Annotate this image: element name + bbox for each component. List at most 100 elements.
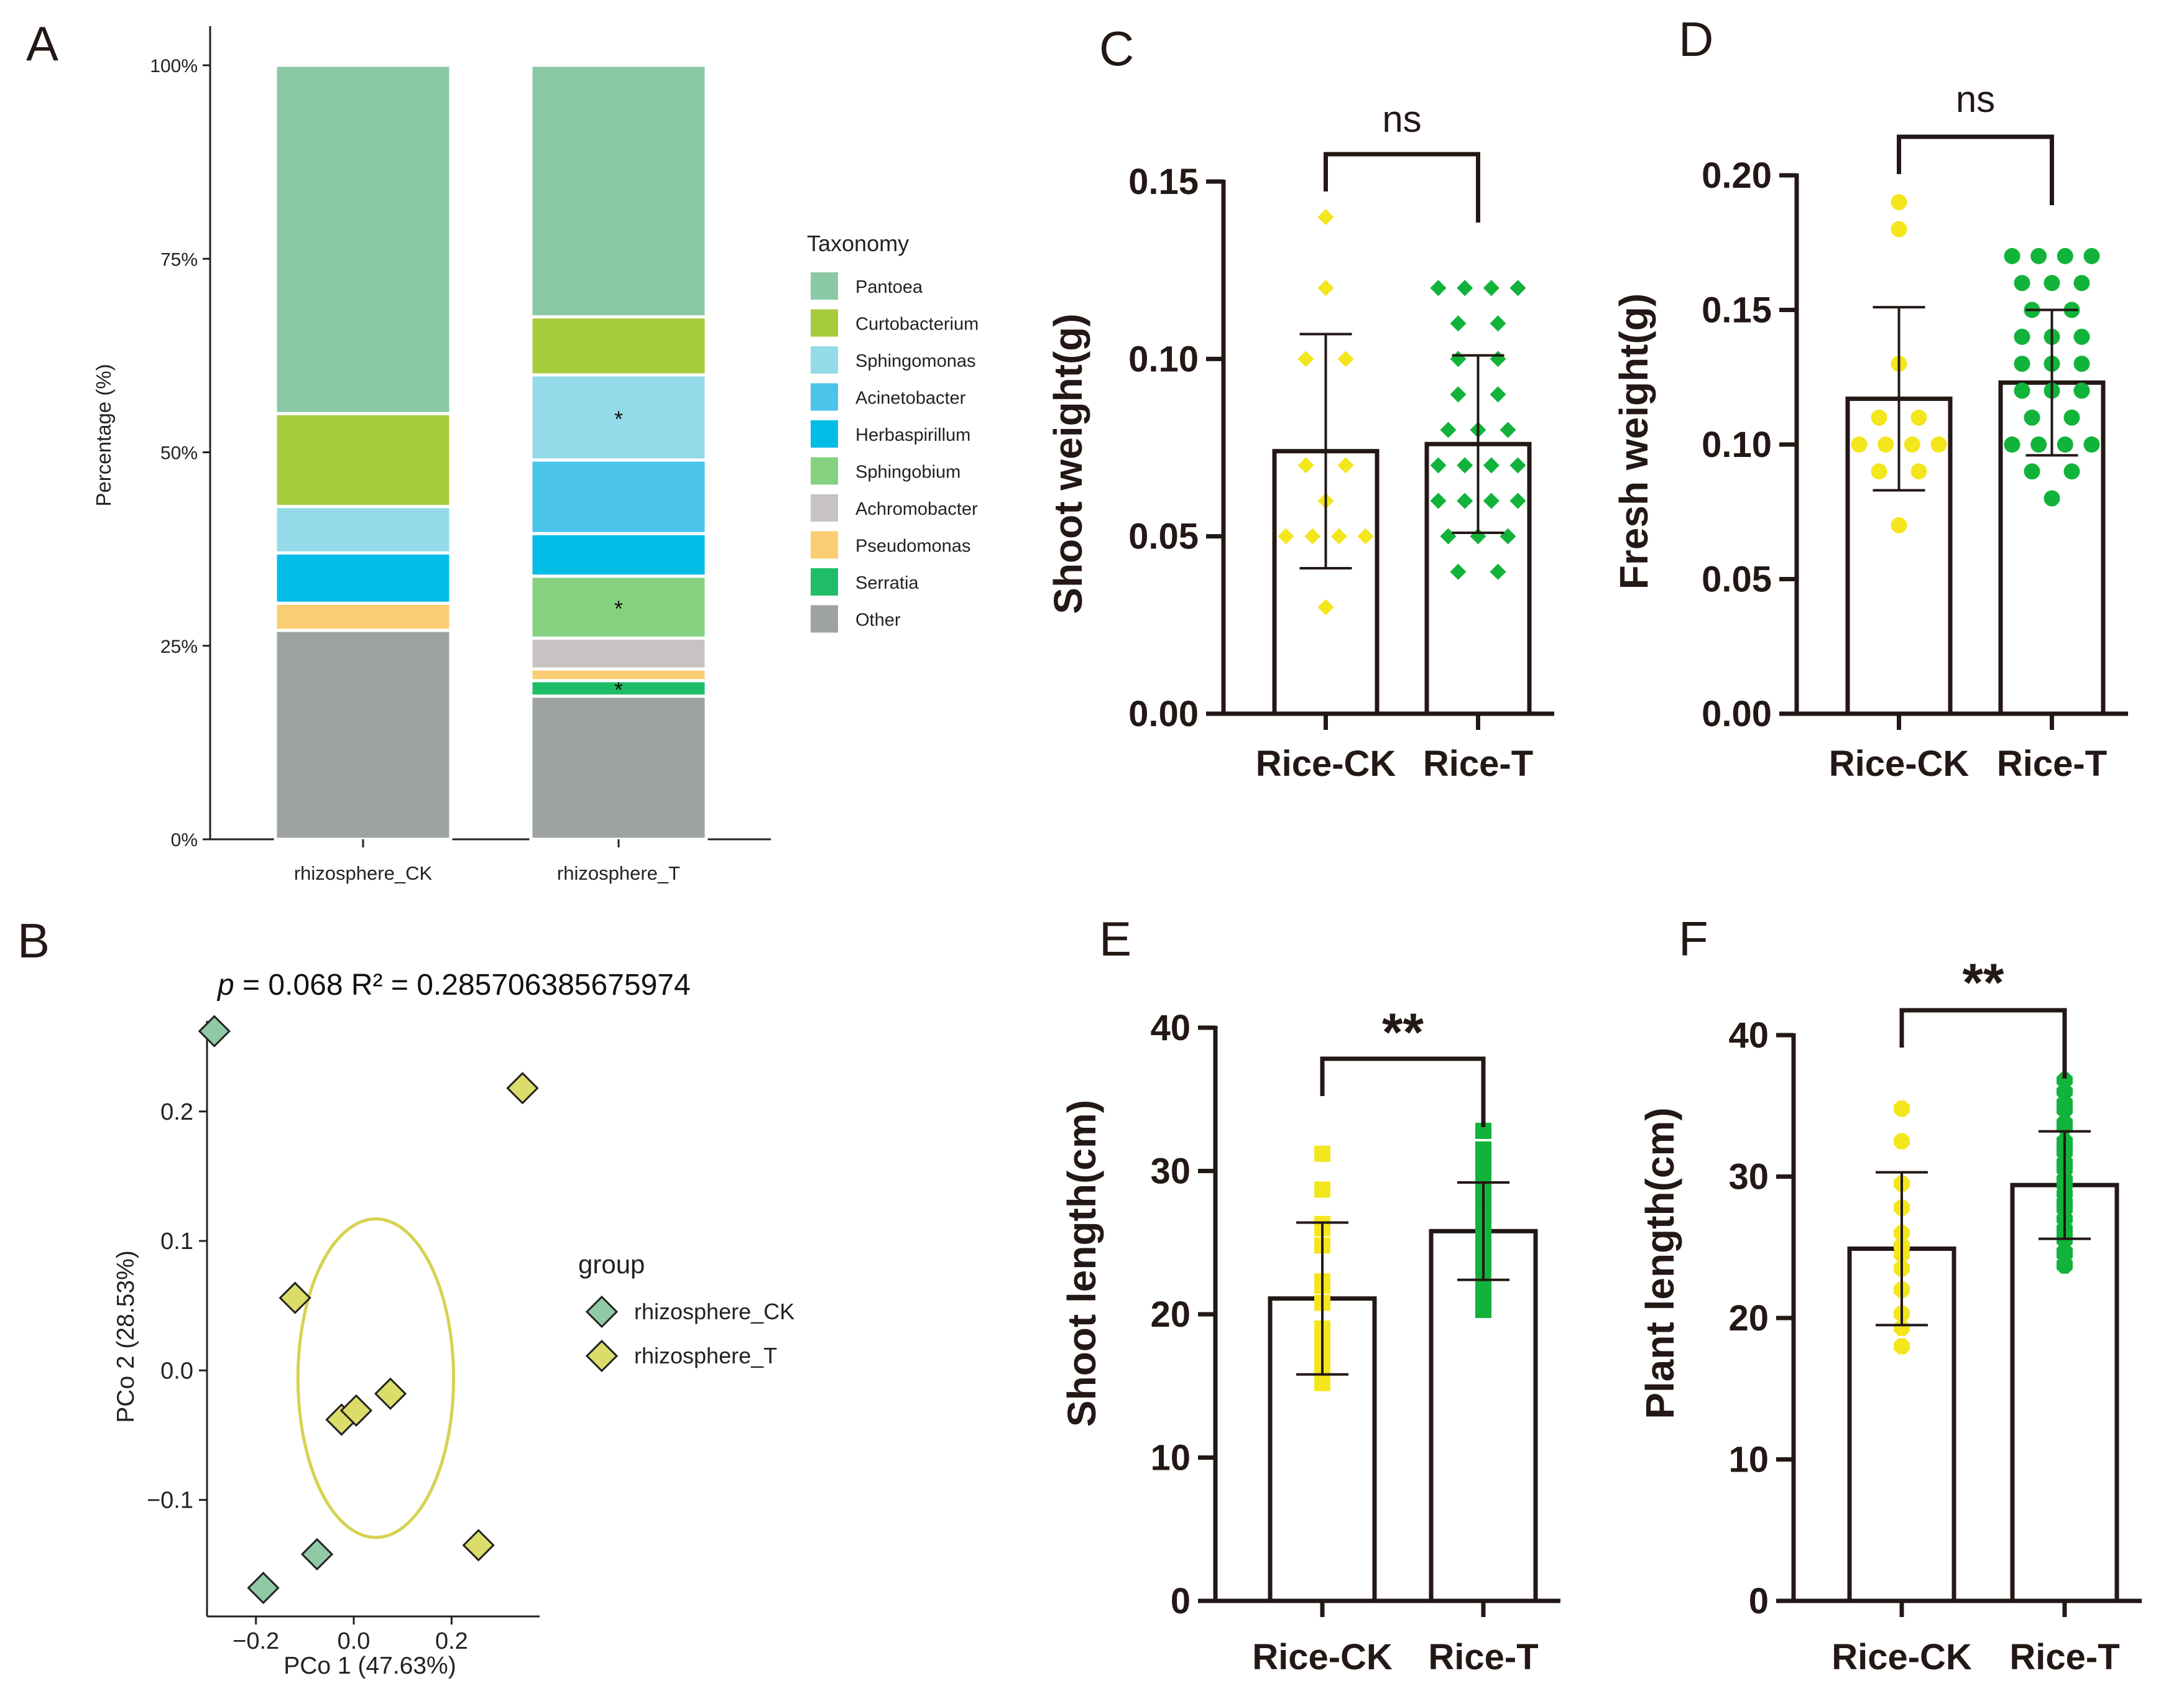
panel-d-data-point <box>2073 382 2090 399</box>
panel-a-bar-segment <box>274 601 453 632</box>
panel-b-title-p: p <box>216 969 234 1002</box>
panel-letter-f: F <box>1679 911 1708 966</box>
panel-e-bar-chart: Shoot length(cm) 0 10 20 30 40 Rice-CK Rice-T *… <box>1059 1003 1560 1677</box>
panel-d-data-point <box>1891 517 1907 533</box>
panel-a-bar-segment <box>274 63 453 415</box>
panel-b-legend-title: group <box>578 1250 645 1279</box>
panel-d-data-point <box>1891 221 1907 237</box>
panel-b-y-axis-label: PCo 2 (28.53%) <box>113 1250 139 1422</box>
panel-d-data-point <box>2030 436 2047 453</box>
panel-d-data-point <box>2024 463 2040 480</box>
panel-c-data-point <box>1357 528 1374 545</box>
panel-a-legend-swatch <box>811 346 838 374</box>
panel-a-legend-title: Taxonomy <box>807 231 909 256</box>
panel-a-legend-swatch <box>811 605 838 633</box>
panel-b-x-tick-label: 0.2 <box>435 1628 468 1654</box>
panel-e-significance-bracket <box>1320 1056 1486 1127</box>
panel-c-data-point <box>1500 422 1516 438</box>
panel-c-data-point <box>1304 528 1321 545</box>
panel-letter-a: A <box>26 16 58 71</box>
panel-d-significance-bracket <box>1897 134 2054 205</box>
panel-c-x-tick-label: Rice-CK <box>1256 744 1396 784</box>
panel-c-data-point <box>1297 457 1314 474</box>
panel-d-data-point <box>2014 328 2030 345</box>
panel-a-legend-swatch <box>811 309 838 337</box>
panel-a-bar-segment <box>529 532 708 578</box>
panel-b-x-axis-label: PCo 1 (47.63%) <box>283 1652 456 1679</box>
panel-d-data-point <box>2014 356 2030 372</box>
panel-d-data-point <box>2057 247 2073 264</box>
panel-f-data-point <box>2057 1102 2073 1118</box>
panel-a-legend-swatch <box>811 272 838 300</box>
panel-f-data-point <box>2057 1257 2073 1274</box>
panel-d-data-point <box>2083 247 2100 264</box>
panel-d-y-tick-label: 0.20 <box>1702 155 1772 196</box>
panel-b-point-ck <box>198 1015 231 1048</box>
panel-a-legend-swatch <box>811 568 838 596</box>
panel-d-data-point <box>2073 275 2090 292</box>
panel-c-data-point <box>1317 599 1334 615</box>
panel-a-y-tick-label: 25% <box>160 637 198 657</box>
panel-c-data-point <box>1509 457 1526 474</box>
panel-b-legend-marker-ck <box>585 1295 619 1329</box>
panel-b-x-tick-label: −0.2 <box>233 1628 279 1654</box>
panel-c-y-tick-label: 0.00 <box>1128 694 1199 734</box>
panel-f-data-point <box>1894 1338 1910 1355</box>
panel-d-data-point <box>1878 436 1894 453</box>
panel-b-pcoa-scatter: p = 0.068 R² = 0.285706385675974 PCo 1 (… <box>113 969 795 1679</box>
panel-d-data-point <box>2014 275 2030 292</box>
panel-f-y-axis-label: Plant length(cm) <box>1638 1107 1682 1419</box>
panel-e-data-point <box>1314 1181 1330 1198</box>
panel-c-y-tick-label: 0.05 <box>1128 517 1199 557</box>
panel-d-data-point <box>2043 490 2060 507</box>
panel-a-x-tick-label: rhizosphere_T <box>557 862 680 884</box>
panel-a-legend-label: Curtobacterium <box>855 315 979 334</box>
panel-a-y-tick-label: 100% <box>150 56 198 76</box>
panel-c-data-point <box>1490 563 1506 580</box>
panel-d-data-point <box>2057 436 2073 453</box>
panel-c-data-point <box>1450 386 1467 403</box>
panel-b-legend-label-t: rhizosphere_T <box>634 1343 777 1368</box>
panel-c-data-point <box>1440 422 1457 438</box>
panel-a-legend-swatch <box>811 494 838 522</box>
panel-d-data-point <box>2024 409 2040 426</box>
panel-b-title-stats: = 0.068 R² = 0.285706385675974 <box>234 969 691 1002</box>
panel-b-y-tick-label: 0.2 <box>160 1099 193 1125</box>
panel-d-data-point <box>1891 194 1907 211</box>
panel-letter-c: C <box>1099 21 1134 76</box>
panel-a-bar-segment <box>274 629 453 841</box>
panel-letter-e: E <box>1099 911 1131 966</box>
panel-d-significance-label: ns <box>1956 78 1995 120</box>
panel-f-y-tick-label: 30 <box>1728 1157 1769 1197</box>
panel-c-x-tick-label: Rice-T <box>1423 744 1533 784</box>
panel-c-data-point <box>1297 351 1314 367</box>
panel-letter-b: B <box>17 913 50 968</box>
panel-c-bar-chart: Shoot weight(g) 0.00 0.05 0.10 0.15 Rice-CK R… <box>1046 98 1554 784</box>
panel-c-y-axis-label: Shoot weight(g) <box>1046 313 1090 614</box>
panel-a-legend-swatch <box>811 383 838 411</box>
panel-f-data-point <box>1894 1133 1910 1150</box>
panel-c-data-point <box>1450 315 1467 332</box>
panel-a-y-axis-label: Percentage (%) <box>92 364 115 506</box>
panel-a-x-tick-label: rhizosphere_CK <box>294 862 433 884</box>
panel-c-data-point <box>1278 528 1294 545</box>
panel-f-bar-chart: Plant length(cm) 0 10 20 30 40 Rice-CK Rice-T *… <box>1638 953 2142 1677</box>
panel-c-significance-bracket <box>1324 152 1480 223</box>
panel-b-point-t <box>506 1072 539 1105</box>
panel-a-bar-segment <box>529 315 708 377</box>
panel-c-data-point <box>1490 315 1506 332</box>
panel-d-data-point <box>1930 436 1947 453</box>
panel-d-x-tick-label: Rice-CK <box>1829 744 1970 784</box>
panel-e-data-point <box>1314 1145 1330 1162</box>
panel-c-data-point <box>1483 457 1500 474</box>
panel-e-y-axis-label: Shoot length(cm) <box>1059 1100 1104 1427</box>
panel-a-legend-label: Pseudomonas <box>855 537 970 556</box>
panel-d-data-point <box>2073 328 2090 345</box>
panel-b-point-t <box>462 1529 495 1562</box>
panel-c-data-point <box>1317 209 1334 226</box>
panel-b-legend-label-ck: rhizosphere_CK <box>634 1299 795 1324</box>
panel-c-data-point <box>1457 457 1473 474</box>
panel-f-significance-label: ** <box>1963 953 2004 1013</box>
panel-e-y-tick-label: 40 <box>1150 1008 1191 1048</box>
